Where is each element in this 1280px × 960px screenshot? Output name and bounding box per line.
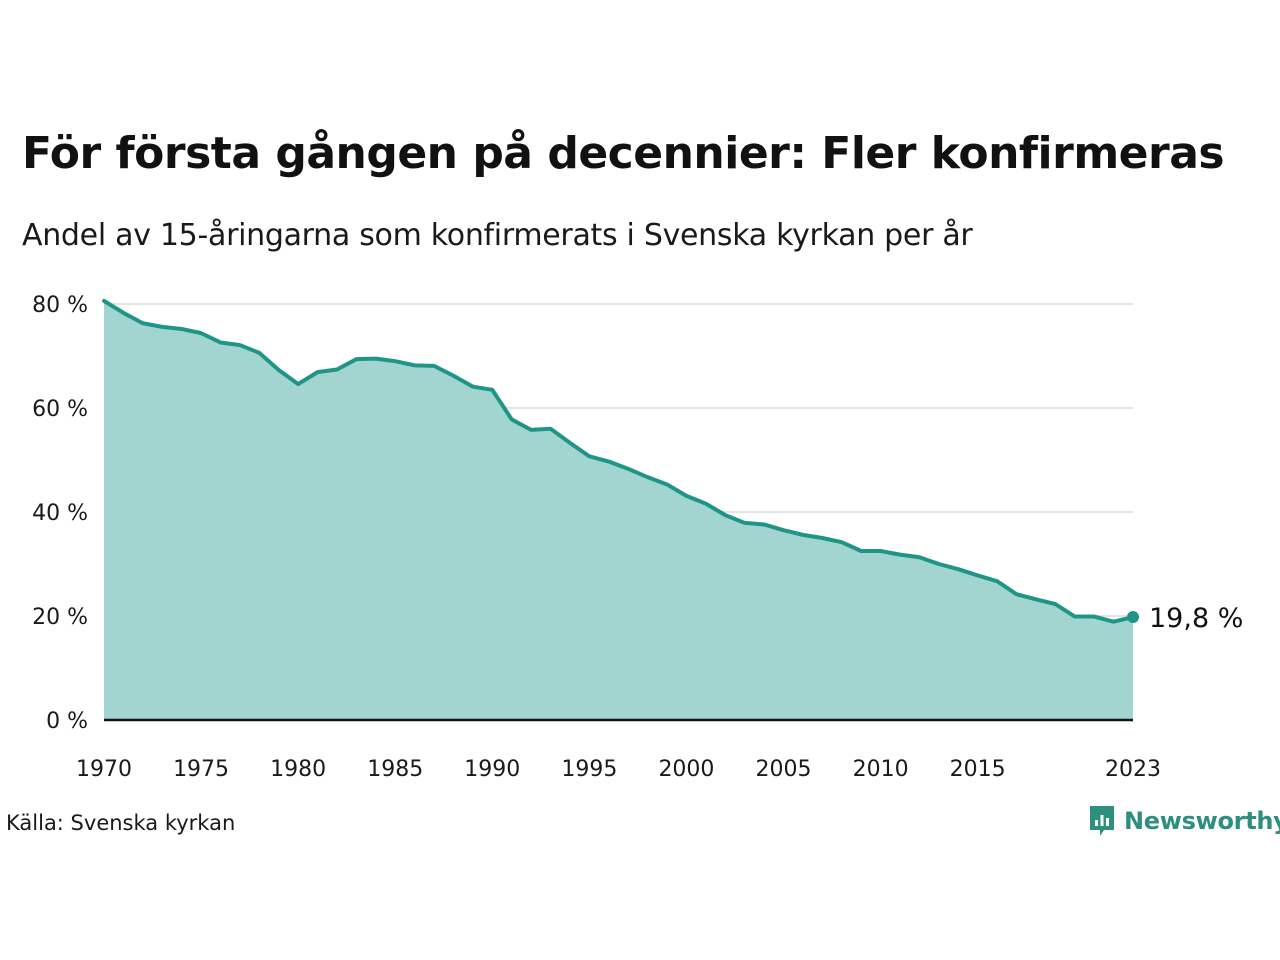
source-note: Källa: Svenska kyrkan — [6, 811, 236, 835]
y-tick-label: 20 % — [32, 605, 88, 630]
x-tick-label: 1985 — [367, 757, 423, 782]
chart-title: För första gången på decennier: Fler kon… — [22, 128, 1225, 179]
series-line — [102, 298, 1135, 624]
x-tick-label: 2010 — [853, 757, 909, 782]
x-tick-label: 1995 — [561, 757, 617, 782]
x-tick-label: 1970 — [76, 757, 132, 782]
x-tick-label: 1990 — [464, 757, 520, 782]
y-tick-label: 40 % — [32, 501, 88, 526]
newsworthy-logo[interactable]: Newsworthy — [1088, 804, 1280, 838]
x-tick-label: 2005 — [756, 757, 812, 782]
area-fill — [104, 300, 1133, 720]
chart-subtitle: Andel av 15-åringarna som konfirmerats i… — [22, 218, 973, 253]
brand-name: Newsworthy — [1124, 807, 1280, 835]
y-tick-label: 60 % — [32, 397, 88, 422]
newsworthy-logo-icon — [1090, 806, 1114, 836]
x-tick-label: 1975 — [173, 757, 229, 782]
x-tick-label: 1980 — [270, 757, 326, 782]
y-tick-label: 0 % — [46, 709, 88, 734]
x-tick-label: 2015 — [950, 757, 1006, 782]
last-value-label: 19,8 % — [1149, 603, 1243, 634]
x-tick-label: 2023 — [1105, 757, 1161, 782]
x-tick-label: 2000 — [658, 757, 714, 782]
y-tick-label: 80 % — [32, 293, 88, 318]
last-value-marker — [1127, 611, 1139, 624]
